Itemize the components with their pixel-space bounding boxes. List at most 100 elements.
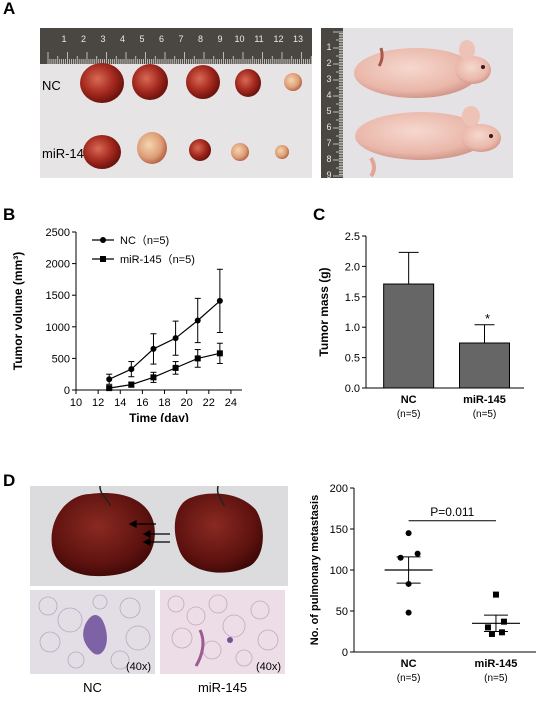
ruler-number: 2 bbox=[81, 34, 86, 44]
metastasis-arrows bbox=[128, 520, 170, 546]
mouse-mir145 bbox=[355, 112, 487, 160]
bar bbox=[383, 283, 435, 389]
x-tick-label: 14 bbox=[114, 397, 126, 409]
ruler-number: 8 bbox=[198, 34, 203, 44]
ruler-number: 3 bbox=[100, 34, 105, 44]
y-tick-label: 200 bbox=[330, 483, 348, 495]
series-line bbox=[109, 352, 221, 389]
data-point bbox=[128, 366, 135, 373]
data-point bbox=[484, 624, 491, 631]
significance-mark: * bbox=[485, 311, 490, 326]
y-tick-label: 0 bbox=[64, 385, 70, 397]
panel-label-d: D bbox=[3, 471, 16, 490]
legend-marker bbox=[100, 256, 106, 262]
y-tick-label: 100 bbox=[330, 565, 348, 577]
data-point bbox=[488, 630, 495, 637]
panel-label-b: B bbox=[3, 205, 16, 224]
x-tick-label: 24 bbox=[225, 397, 237, 409]
y-tick-label: 1.5 bbox=[345, 292, 360, 304]
side-ruler-number: 7 bbox=[326, 138, 331, 148]
side-ruler-number: 3 bbox=[326, 74, 331, 84]
y-tick-label: 1000 bbox=[46, 322, 70, 334]
x-axis-title: Time (day) bbox=[129, 411, 189, 422]
tumor-mir-2 bbox=[137, 132, 167, 164]
tumor-nc-1 bbox=[80, 63, 124, 103]
category-label: miR-145 bbox=[475, 658, 518, 670]
category-note: (n=5) bbox=[484, 673, 508, 684]
data-point bbox=[405, 609, 412, 616]
magnification-mir145: (40x) bbox=[256, 661, 281, 673]
tumor-mir-4 bbox=[231, 143, 249, 161]
legend-label: NC（n=5) bbox=[120, 234, 169, 247]
tumor-volume-chart: 0 500 1000 1500 2000 2500 10 12 14 16 18 20 22 24 Time… bbox=[11, 227, 242, 422]
metastasis-chart: 0 50 100 150 200 No. of pulmonary metastasis N… bbox=[309, 483, 536, 684]
y-tick-label: 0 bbox=[342, 647, 348, 659]
data-point bbox=[172, 364, 179, 371]
legend-label: miR-145（n=5) bbox=[120, 253, 195, 266]
side-ruler-number: 4 bbox=[326, 90, 331, 100]
y-tick-label: 0.5 bbox=[345, 353, 360, 365]
bar bbox=[459, 342, 510, 389]
y-tick-label: 500 bbox=[52, 353, 70, 365]
tumor-mir-1 bbox=[83, 135, 121, 169]
ruler-number: 9 bbox=[217, 34, 222, 44]
histology-label-mir145: miR-145 bbox=[197, 680, 248, 695]
side-ruler-number: 5 bbox=[326, 106, 331, 116]
x-tick-label: 22 bbox=[203, 397, 215, 409]
data-point bbox=[194, 317, 201, 324]
y-axis-title: Tumor volume (mm³) bbox=[11, 252, 25, 370]
data-point bbox=[194, 355, 201, 362]
tumor-nc-4 bbox=[235, 69, 261, 97]
data-point bbox=[150, 374, 157, 381]
y-tick-label: 2.5 bbox=[345, 231, 360, 243]
y-tick-label: 1.0 bbox=[345, 322, 360, 334]
mice-photo: 1 2 3 4 5 6 7 8 9 bbox=[321, 28, 513, 178]
tumor-photo: 1 2 3 4 5 6 7 8 9 10 11 12 13 NC miR-145 bbox=[40, 28, 312, 178]
y-axis-title: Tumor mass (g) bbox=[317, 267, 331, 356]
y-tick-label: 2000 bbox=[46, 259, 70, 271]
category-label: NC bbox=[401, 394, 417, 406]
tumor-nc-2 bbox=[132, 64, 168, 100]
y-tick-label: 0.0 bbox=[345, 383, 360, 395]
y-tick-label: 1500 bbox=[46, 290, 70, 302]
mouse-nc bbox=[354, 48, 478, 98]
data-point bbox=[414, 550, 421, 557]
histology-label-nc: NC bbox=[83, 680, 102, 695]
lung-mir145 bbox=[174, 493, 263, 573]
data-point bbox=[405, 580, 412, 587]
y-tick-label: 2.0 bbox=[345, 261, 360, 273]
data-point bbox=[172, 335, 179, 342]
lung-photo bbox=[30, 486, 288, 586]
side-ruler-number: 6 bbox=[326, 122, 331, 132]
ruler-number: 4 bbox=[120, 34, 125, 44]
y-tick-label: 150 bbox=[330, 524, 348, 536]
data-point bbox=[397, 554, 404, 561]
category-label: NC bbox=[401, 658, 417, 670]
data-point bbox=[106, 385, 113, 392]
category-note: (n=5) bbox=[397, 673, 421, 684]
tumor-nc-5 bbox=[284, 73, 302, 91]
histology-nc: (40x) bbox=[30, 590, 155, 674]
category-label: miR-145 bbox=[463, 394, 506, 406]
y-tick-label: 50 bbox=[336, 606, 348, 618]
x-tick-label: 18 bbox=[158, 397, 170, 409]
data-point bbox=[498, 629, 505, 636]
data-point bbox=[128, 381, 135, 388]
tumor-mir-3 bbox=[189, 139, 211, 161]
legend-marker bbox=[100, 237, 106, 243]
panel-label-a: A bbox=[3, 0, 16, 18]
category-note: (n=5) bbox=[397, 409, 421, 420]
ruler-number: 12 bbox=[273, 34, 283, 44]
ruler-number: 6 bbox=[159, 34, 164, 44]
lung-nc bbox=[51, 493, 155, 577]
series-line bbox=[108, 300, 221, 380]
data-point bbox=[405, 530, 412, 537]
side-ruler-number: 9 bbox=[326, 170, 331, 178]
x-tick-label: 12 bbox=[92, 397, 104, 409]
p-value-label: P=0.011 bbox=[430, 505, 474, 519]
row-label-mir145: miR-145 bbox=[42, 146, 91, 161]
ruler-number: 13 bbox=[293, 34, 303, 44]
ruler-number: 7 bbox=[178, 34, 183, 44]
tumor-mir-5 bbox=[275, 145, 289, 159]
data-point bbox=[216, 297, 223, 304]
